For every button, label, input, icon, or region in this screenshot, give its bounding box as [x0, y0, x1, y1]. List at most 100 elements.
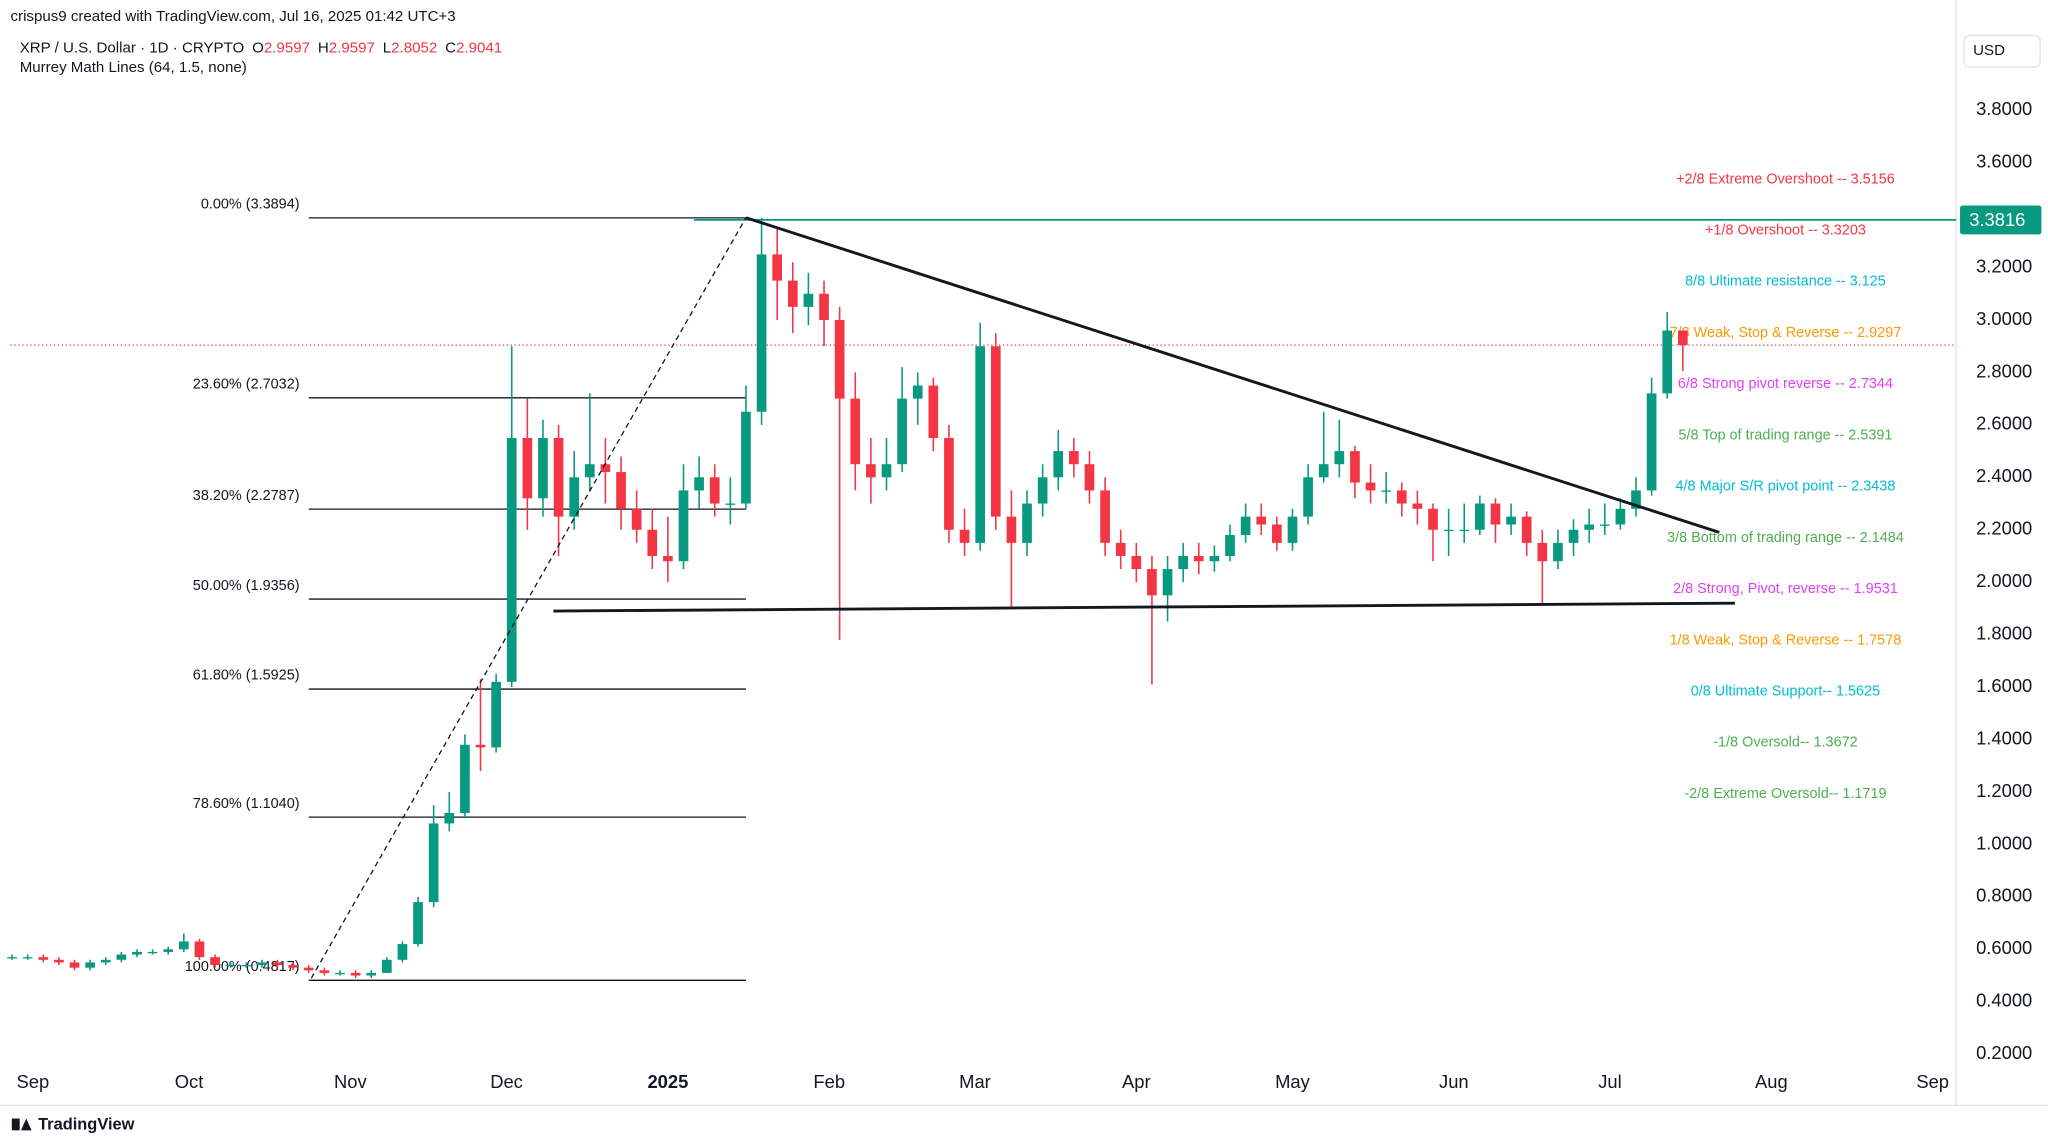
y-tick-label: 1.2000	[1976, 780, 2032, 801]
y-tick-label: 2.8000	[1976, 360, 2032, 381]
candle-body	[709, 477, 720, 504]
candle-body	[678, 490, 689, 562]
candle-body	[491, 681, 501, 748]
y-tick-label: 0.8000	[1976, 885, 2032, 906]
candle-body	[553, 437, 564, 517]
y-tick-label: 0.4000	[1976, 990, 2032, 1011]
candle-body	[1599, 524, 1610, 526]
candle-body	[866, 464, 876, 478]
candle-body	[194, 941, 205, 958]
candle-body	[959, 529, 970, 543]
candle-body	[1318, 464, 1329, 478]
candle-body	[1475, 503, 1485, 530]
candle-body	[1084, 464, 1095, 491]
candle-body	[1428, 508, 1438, 530]
header-part: 2.9041	[456, 40, 502, 57]
currency[interactable]: USD	[1973, 42, 2005, 59]
candle-body	[912, 385, 923, 399]
candle-body	[397, 944, 408, 960]
candle-body	[147, 951, 158, 954]
y-tick-label: 2.4000	[1976, 465, 2032, 486]
candle-body	[1568, 529, 1579, 543]
candle-body	[1006, 516, 1017, 543]
y-tick-label: 0.2000	[1976, 1042, 2032, 1063]
candle-body	[1350, 451, 1360, 483]
murrey-label: 0/8 Ultimate Support-- 1.5625	[1691, 683, 1880, 699]
candle-body	[600, 464, 611, 473]
candle-body	[69, 962, 80, 968]
candle-body	[1069, 451, 1079, 465]
candle-body	[1178, 555, 1189, 570]
header-part: 2.9597	[264, 40, 310, 57]
y-tick-label: 3.0000	[1976, 308, 2032, 329]
murrey-label: 7/8 Weak, Stop & Reverse -- 2.9297	[1670, 325, 1902, 341]
fib-label: 0.00% (3.3894)	[201, 197, 300, 213]
y-tick-label: 3.6000	[1976, 150, 2032, 171]
candle-body	[163, 949, 174, 952]
candle-body	[772, 254, 783, 281]
candle-body	[897, 398, 907, 465]
murrey-label: 6/8 Strong pivot reverse -- 2.7344	[1678, 376, 1893, 392]
candle-body	[335, 972, 345, 975]
candle-body	[475, 744, 486, 748]
candle-body	[381, 959, 392, 973]
candle-body	[1303, 477, 1313, 517]
candle-body	[1131, 555, 1142, 570]
candle-body	[1365, 482, 1376, 491]
candle-body	[1412, 503, 1423, 509]
x-tick-label: Sep	[1916, 1071, 1949, 1092]
candle-body	[1193, 555, 1204, 562]
candle-body	[1381, 490, 1392, 492]
y-tick-label: 2.6000	[1976, 413, 2032, 434]
fib-label: 50.00% (1.9356)	[193, 578, 300, 594]
candle-body	[54, 959, 64, 963]
candle-body	[1553, 542, 1563, 562]
candle-body	[725, 503, 736, 505]
brand: TradingView	[38, 1115, 135, 1133]
candle-body	[1615, 508, 1626, 525]
candle-body	[694, 477, 704, 491]
candle-body	[303, 967, 314, 971]
candle-body	[1272, 524, 1282, 543]
candle-body	[350, 972, 361, 976]
currency-box[interactable]	[1963, 34, 2041, 68]
indicator: Murrey Math Lines (64, 1.5, none)	[20, 59, 247, 76]
candle-body	[1537, 542, 1548, 562]
candle-body	[1443, 529, 1454, 532]
candle-body	[38, 957, 49, 960]
x-tick-label: Mar	[959, 1071, 991, 1092]
candle-body	[1646, 393, 1657, 491]
candle-body	[225, 965, 236, 967]
candle-body	[631, 508, 642, 530]
y-tick-label: 1.6000	[1976, 675, 2032, 696]
x-tick-label: Oct	[175, 1071, 204, 1092]
candle-body	[1459, 529, 1470, 532]
candle-body	[132, 951, 142, 955]
murrey-label: -2/8 Extreme Oversold-- 1.1719	[1684, 786, 1886, 802]
murrey-label: -1/8 Oversold-- 1.3672	[1713, 735, 1857, 751]
candle-body	[288, 965, 298, 968]
fib-label: 78.60% (1.1040)	[193, 796, 300, 812]
candle-body	[1209, 555, 1220, 562]
y-tick-label: 1.8000	[1976, 623, 2032, 644]
candle-body	[1490, 503, 1501, 525]
fib-label: 38.20% (2.2787)	[193, 488, 300, 504]
x-tick-label: 2025	[647, 1071, 688, 1092]
fib-label: 61.80% (1.5925)	[193, 668, 300, 684]
candle-body	[1662, 330, 1673, 394]
price-tag-label: 3.3816	[1969, 209, 2025, 230]
fib-label: 23.60% (2.7032)	[193, 376, 300, 392]
header-part: L	[383, 40, 391, 57]
x-tick-label: Nov	[334, 1071, 367, 1092]
x-tick-label: Dec	[490, 1071, 523, 1092]
candle-body	[850, 398, 861, 465]
candle-body	[85, 962, 95, 968]
murrey-label: +2/8 Extreme Overshoot -- 3.5156	[1676, 171, 1895, 187]
candle-body	[522, 437, 533, 499]
candle-body	[1396, 490, 1407, 504]
candle-body	[460, 744, 470, 813]
candle-body	[116, 954, 127, 960]
